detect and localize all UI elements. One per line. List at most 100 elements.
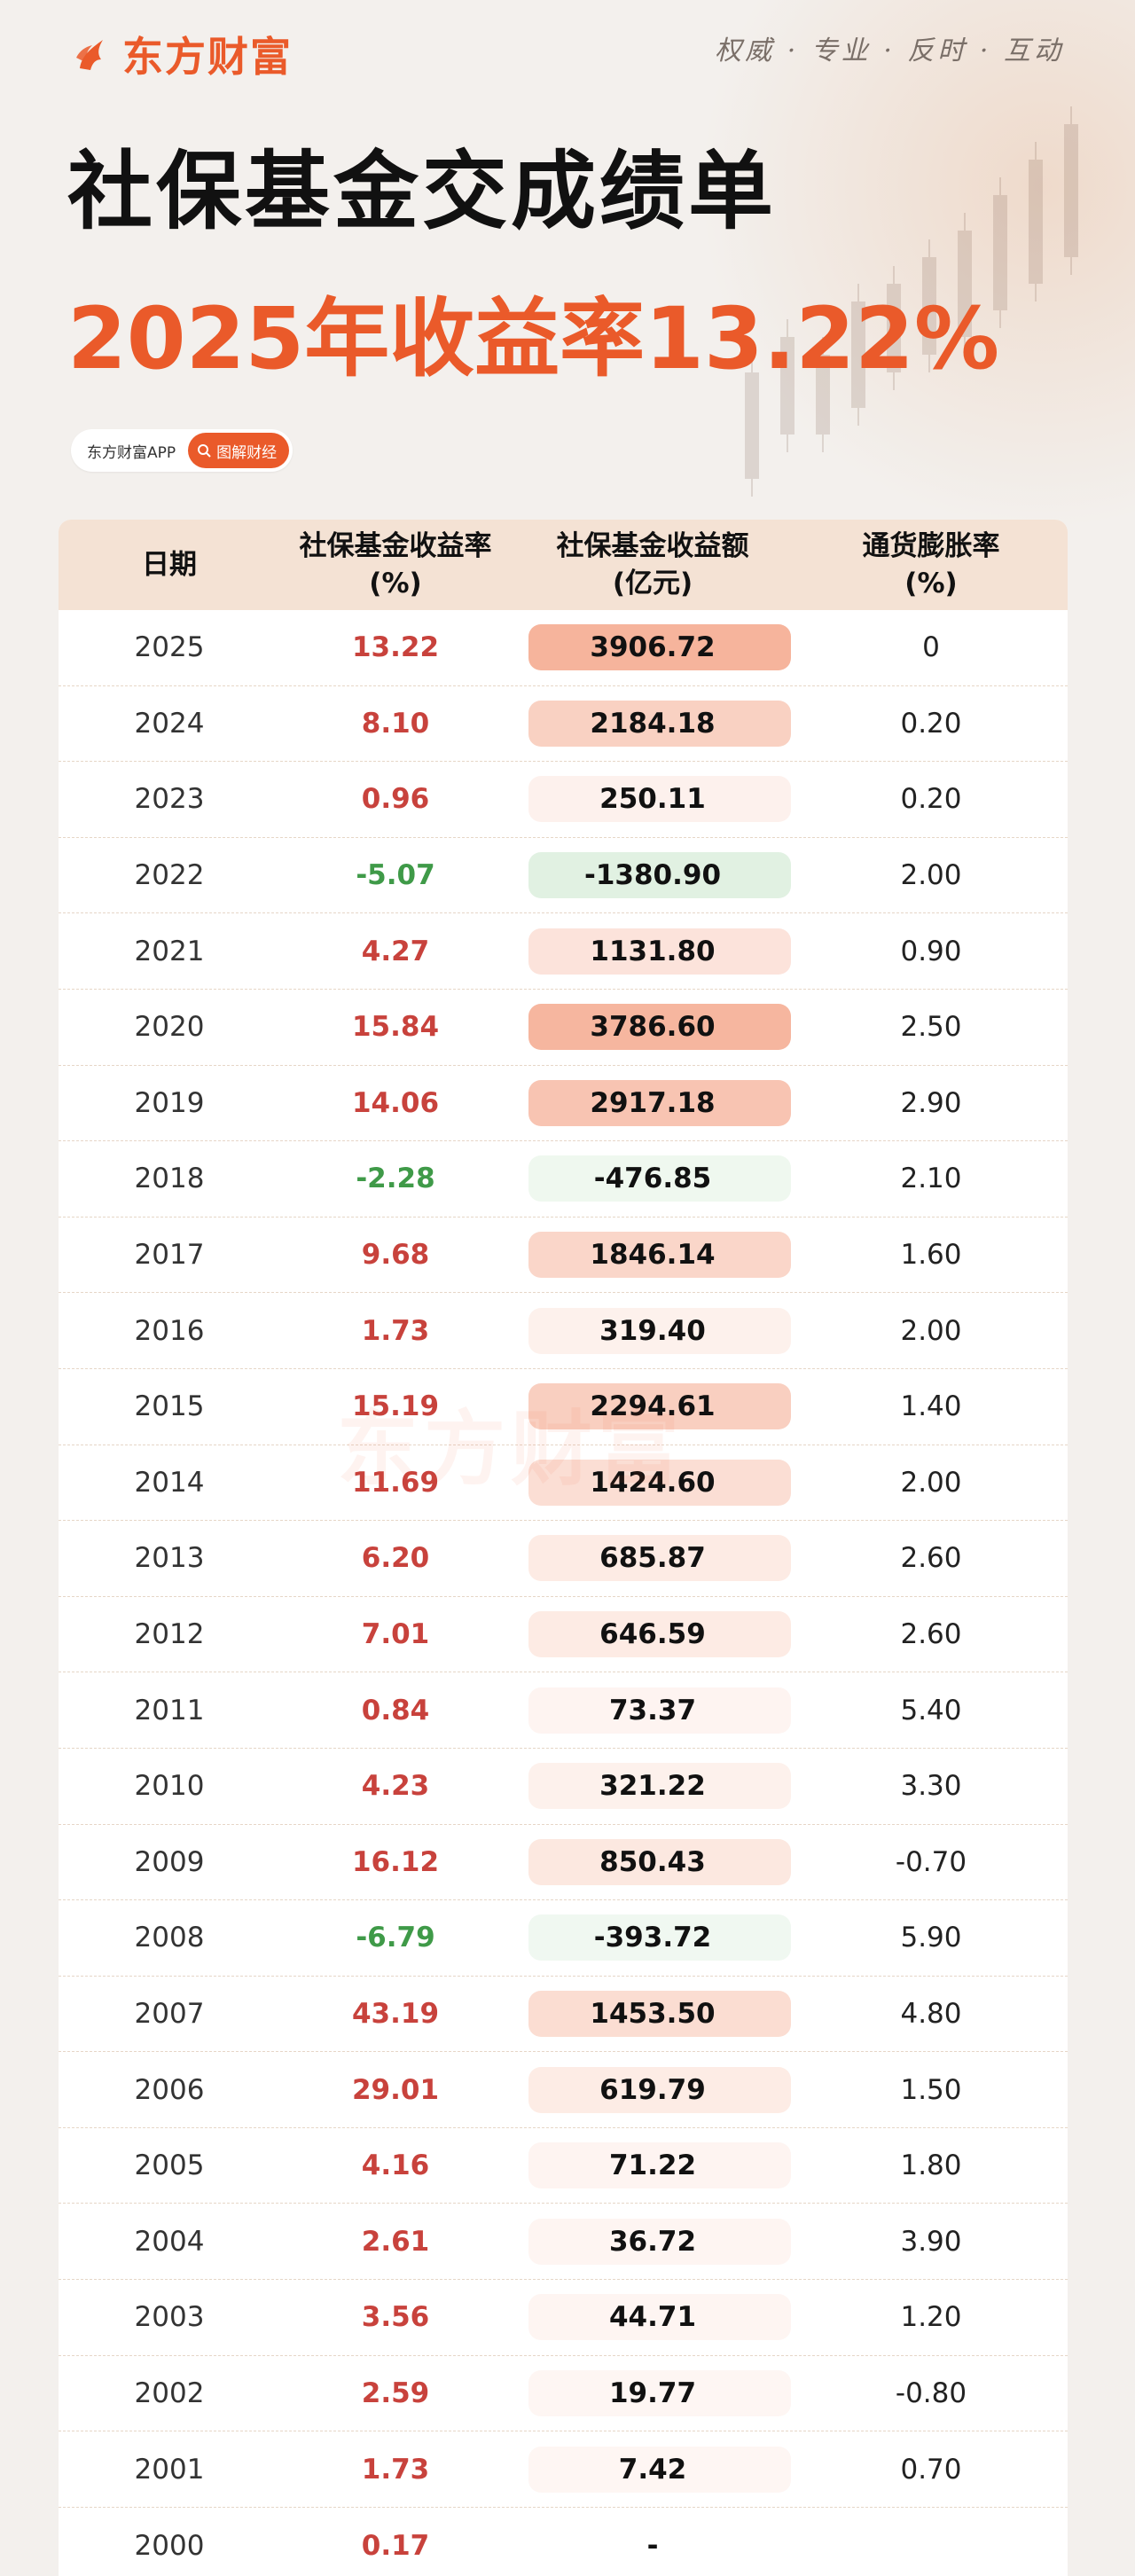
cell-year: 2025 [134,631,205,664]
amount-heat-bar [528,1687,791,1734]
cell-rate: 15.19 [351,1390,440,1423]
table-row: 2009 16.12 850.43 -0.70 [59,1825,1068,1901]
amount-heat-bar [528,1004,791,1051]
amount-value: 3786.60 [590,1011,716,1044]
amount-heat-bar [528,2218,791,2265]
table-row: 2023 0.96 250.11 0.20 [59,762,1068,838]
cell-amount: -476.85 [511,1155,794,1202]
cell-amount: -1380.90 [511,852,794,899]
amount-value: 19.77 [608,2376,697,2409]
table-row: 2002 2.59 19.77 -0.80 [59,2356,1068,2432]
table-row: 2015 15.19 2294.61 1.40 [59,1369,1068,1445]
cell-rate: 15.84 [351,1011,440,1044]
cell-inflation: 5.40 [900,1694,962,1726]
cell-inflation: 2.60 [900,1542,962,1575]
brand-logo: 东方财富 [71,25,293,83]
table-row: 2021 4.27 1131.80 0.90 [59,913,1068,990]
cell-year: 2020 [134,1011,205,1044]
amount-value: 685.87 [599,1542,706,1575]
cell-year: 2006 [134,2073,205,2106]
amount-value: 36.72 [608,2225,697,2258]
amount-value: 321.22 [599,1770,706,1803]
page-subtitle: 2025年收益率13.22% [67,289,1000,388]
cell-year: 2023 [134,783,205,816]
page-title: 社保基金交成绩单 [67,142,777,241]
amount-value: - [646,2529,659,2562]
cell-amount: 71.22 [511,2142,794,2189]
cell-amount: 2294.61 [511,1383,794,1430]
cell-amount: 2184.18 [511,700,794,747]
cell-inflation: 1.60 [900,1239,962,1272]
cell-year: 2011 [134,1694,205,1726]
cell-inflation: 0.20 [900,783,962,816]
table-row: 2007 43.19 1453.50 4.80 [59,1977,1068,2053]
cell-rate: 14.06 [351,1086,440,1119]
table-row: 2018 -2.28 -476.85 2.10 [59,1141,1068,1218]
amount-value: 1131.80 [590,935,716,967]
cell-amount: 619.79 [511,2066,794,2113]
cell-amount: 1131.80 [511,928,794,975]
cell-inflation: 3.30 [900,1770,962,1803]
cell-amount: 7.42 [511,2446,794,2493]
cell-year: 2004 [134,2225,205,2258]
table-row: 2003 3.56 44.71 1.20 [59,2280,1068,2356]
amount-value: 73.37 [608,1694,697,1726]
amount-heat-bar [528,2142,791,2189]
cell-rate: 9.68 [361,1239,430,1272]
cell-year: 2010 [134,1770,205,1803]
cell-amount: 2917.18 [511,1079,794,1126]
cell-year: 2009 [134,1845,205,1878]
source-badge: 东方财富APP 图解财经 [71,429,294,472]
flame-logo-icon [76,40,103,70]
cell-rate: 2.59 [361,2376,430,2409]
cell-amount: -393.72 [511,1914,794,1961]
amount-heat-bar [528,1155,791,1202]
table-row: 2017 9.68 1846.14 1.60 [59,1218,1068,1294]
header-rate: 社保基金收益率 (%) [299,530,492,599]
cell-rate: 1.73 [361,2453,430,2486]
cell-inflation: 2.90 [900,1086,962,1119]
cell-year: 2018 [134,1163,205,1195]
cell-rate: 1.73 [361,1314,430,1347]
cell-inflation: 1.50 [900,2073,962,2106]
amount-value: 1846.14 [590,1239,716,1272]
cell-inflation: 0.70 [900,2453,962,2486]
cell-inflation: 4.80 [900,1997,962,2030]
badge-tag-label: 图解财经 [216,443,278,462]
cell-rate: 0.96 [361,783,430,816]
cell-rate: 7.01 [361,1618,430,1651]
table-row: 2011 0.84 73.37 5.40 [59,1672,1068,1749]
cell-year: 2019 [134,1086,205,1119]
cell-year: 2017 [134,1239,205,1272]
cell-inflation: 0 [922,631,940,664]
amount-heat-bar [528,624,791,671]
cell-rate: -6.79 [356,1922,435,1954]
cell-inflation: 5.90 [900,1922,962,1954]
cell-rate: 29.01 [351,2073,440,2106]
table-row: 2001 1.73 7.42 0.70 [59,2431,1068,2508]
cell-year: 2014 [134,1466,205,1499]
cell-inflation: 2.00 [900,859,962,892]
brand-name: 东方财富 [122,33,293,81]
cell-rate: 3.56 [361,2301,430,2334]
table-row: 2006 29.01 619.79 1.50 [59,2052,1068,2128]
amount-value: 2917.18 [590,1086,716,1119]
table-row: 2013 6.20 685.87 2.60 [59,1521,1068,1597]
table-row: 2020 15.84 3786.60 2.50 [59,990,1068,1066]
cell-amount: 646.59 [511,1611,794,1658]
amount-value: 1424.60 [590,1466,716,1499]
amount-heat-bar [528,1079,791,1126]
table-row: 2025 13.22 3906.72 0 [59,610,1068,686]
cell-year: 2002 [134,2376,205,2409]
amount-heat-bar [528,1838,791,1885]
cell-amount: 1453.50 [511,1990,794,2037]
amount-heat-bar [528,852,791,899]
cell-amount: 319.40 [511,1307,794,1354]
amount-value: 619.79 [599,2073,706,2106]
cell-amount: 1424.60 [511,1459,794,1506]
amount-value: -393.72 [593,1922,712,1954]
cell-inflation: -0.80 [895,2376,967,2409]
amount-heat-bar [528,2446,791,2493]
brand-slogan: 权威 · 专业 · 反时 · 互动 [715,35,1064,67]
amount-heat-bar [528,700,791,747]
